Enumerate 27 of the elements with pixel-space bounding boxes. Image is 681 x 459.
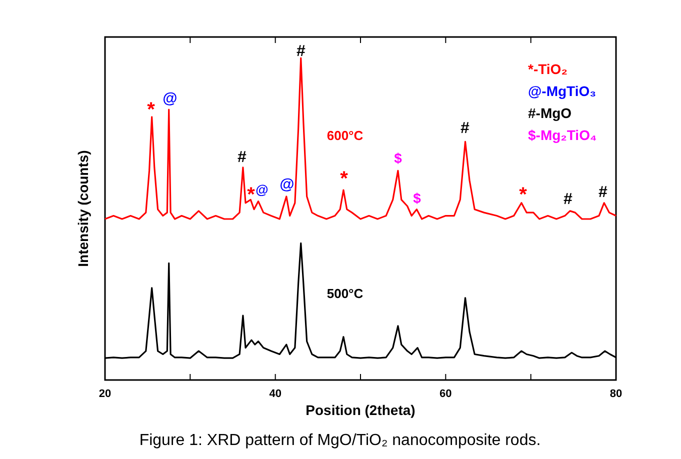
x-tick-label: 20 [98,388,112,400]
text: Figure 1: XRD pattern of MgO/TiO₂ nanocomposite rods. [139,432,541,449]
annotation: 600°C [326,128,364,143]
annotation: $ [413,190,422,206]
annotation: #-MgO [528,105,572,121]
annotation: * [247,184,256,206]
y-axis-title: Intensity (counts) [75,150,91,267]
annotation: $-Mg₂TiO₄ [528,127,597,143]
annotation: # [598,184,608,201]
annotation: * [147,99,156,121]
annotation: # [296,43,306,60]
annotation: @ [256,182,268,197]
x-axis-title: Position (2theta) [306,402,416,418]
x-tick-label: 40 [269,388,282,400]
annotation: @ [162,90,178,107]
annotation: @ [280,176,294,193]
annotation: *-TiO₂ [528,61,568,77]
annotation: # [460,120,470,137]
annotation: # [238,149,247,166]
annotation: * [340,168,348,190]
x-tick-label: 80 [610,388,622,400]
annotation: @-MgTiO₃ [528,83,596,99]
annotation: $ [394,150,402,166]
annotation: 500°C [326,286,364,301]
annotation: # [564,191,573,208]
annotation: * [519,184,528,206]
x-tick-label: 60 [440,388,452,400]
